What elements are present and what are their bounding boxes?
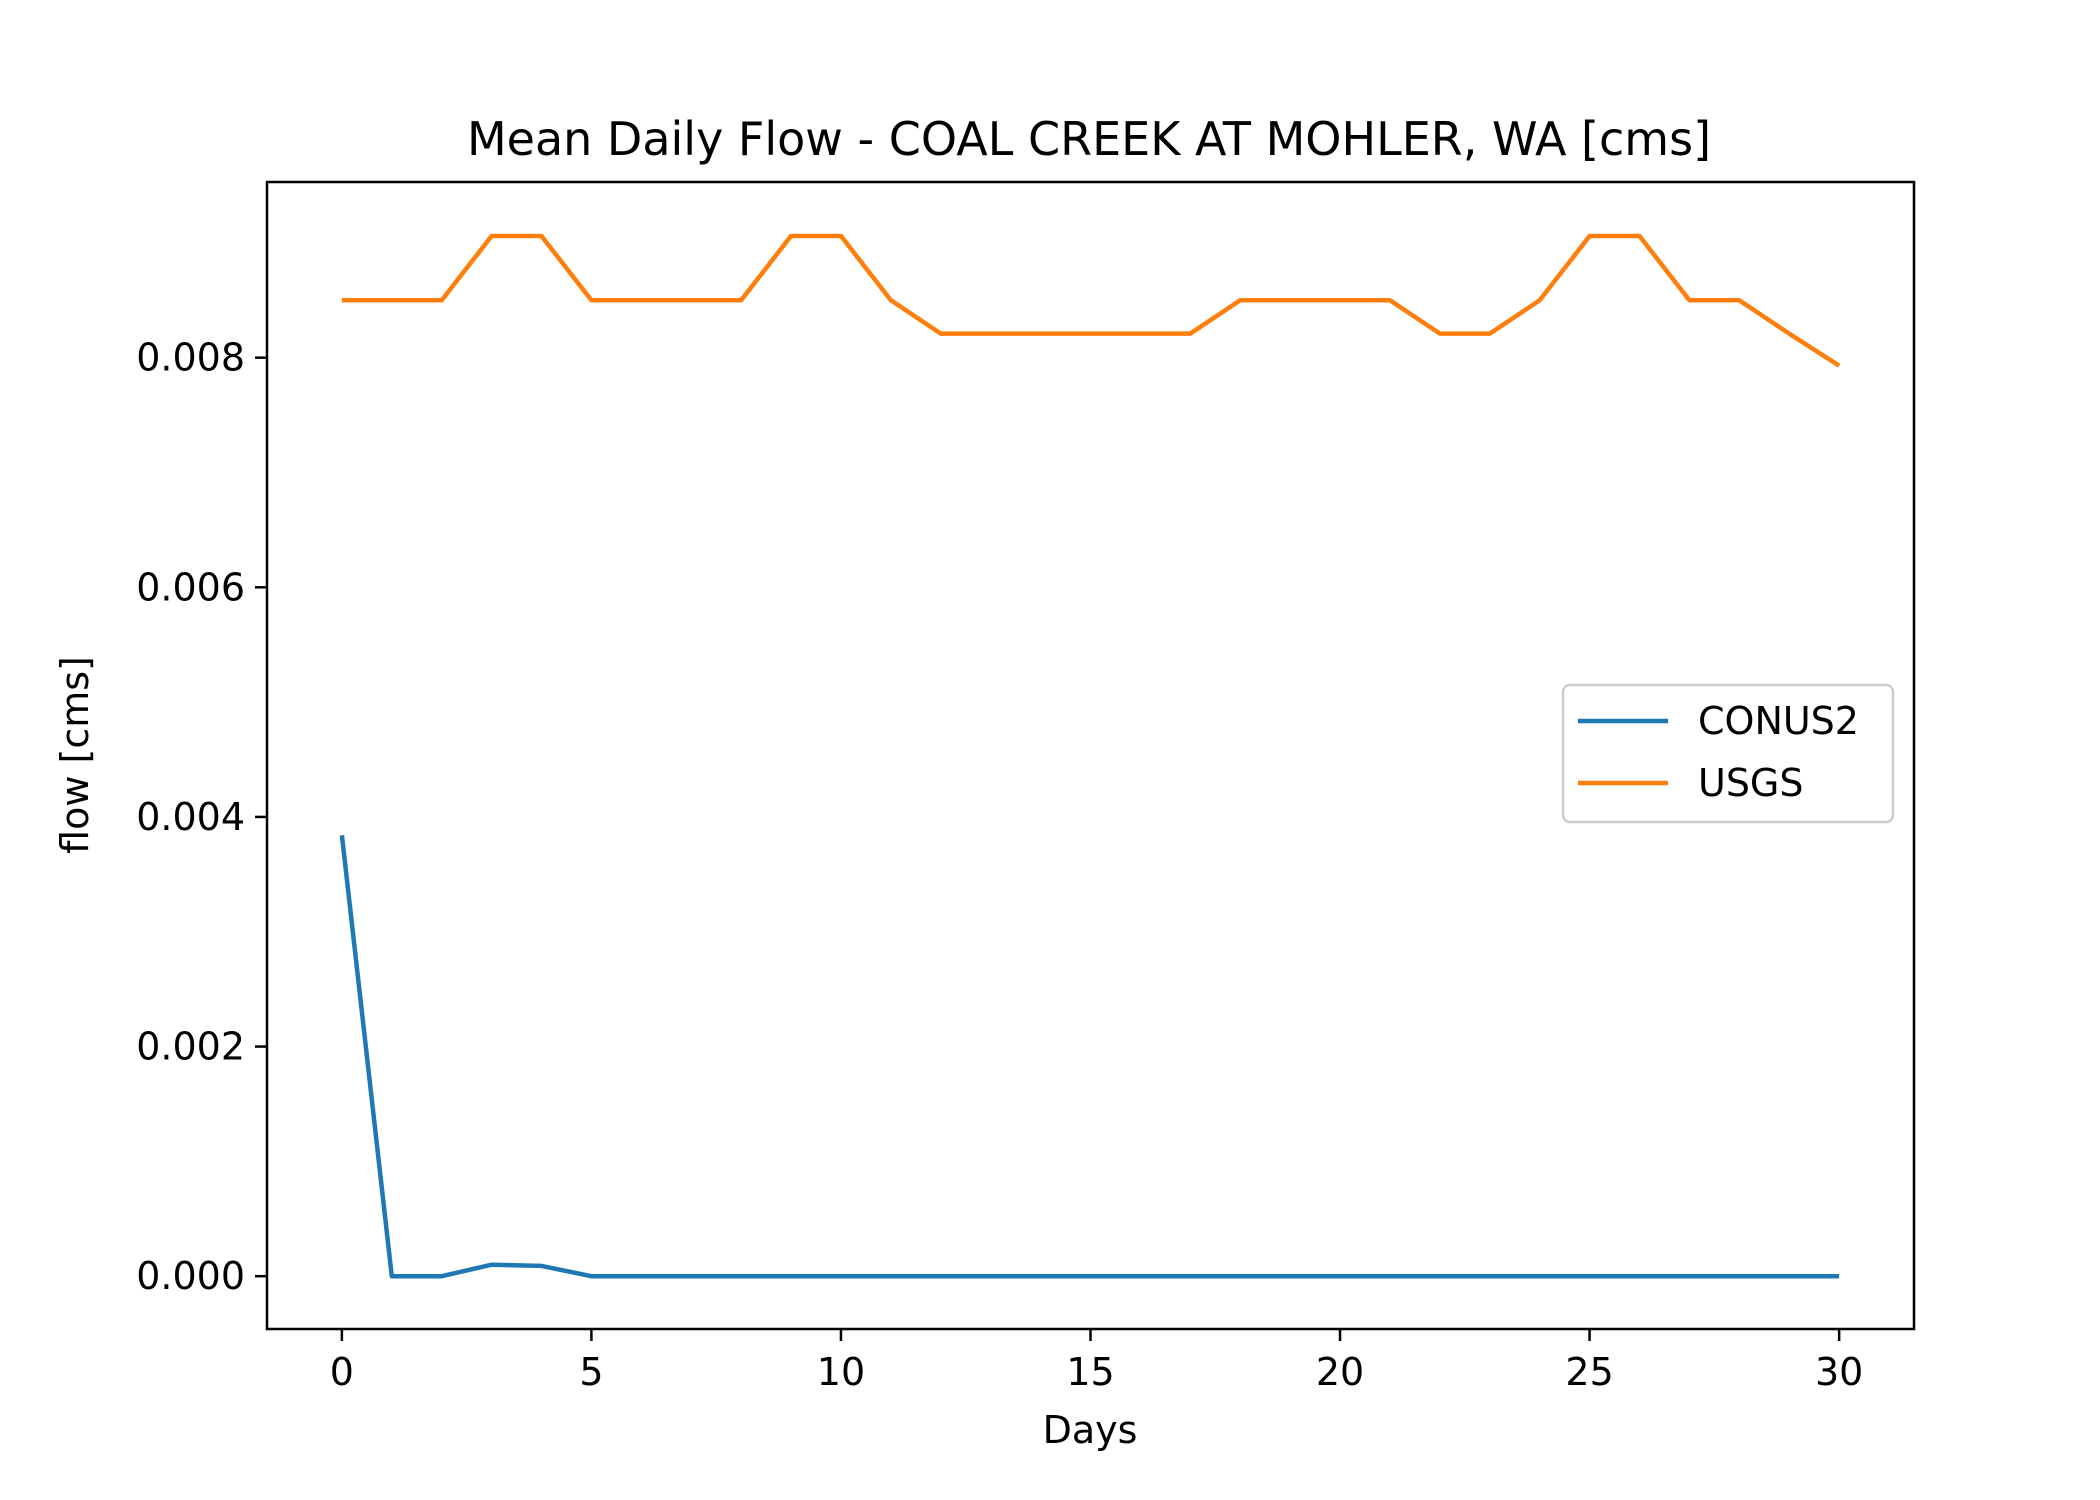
series-layer [339,233,1841,1279]
x-tick-label: 30 [1815,1350,1863,1394]
y-axis-label: flow [cms] [53,656,97,854]
chart-title: Mean Daily Flow - COAL CREEK AT MOHLER, … [467,112,1711,166]
y-tick-label: 0.002 [136,1025,245,1069]
legend-label-usgs: USGS [1698,761,1804,805]
y-tick-label: 0.000 [136,1254,245,1298]
legend: CONUS2 USGS [1561,683,1895,824]
legend-label-conus2: CONUS2 [1698,699,1859,743]
x-tick-label: 0 [330,1350,354,1394]
series-line-usgs [341,233,1841,368]
x-tick-label: 15 [1066,1350,1114,1394]
x-tick-label: 10 [817,1350,865,1394]
x-axis-label: Days [1043,1408,1138,1452]
x-tick-label: 20 [1316,1350,1364,1394]
y-axis-ticks: 0.000 0.002 0.004 0.006 0.008 [136,336,267,1298]
x-axis-ticks: 0 5 10 15 20 25 30 [330,1329,1863,1394]
series-line-conus2 [339,835,1840,1279]
y-tick-label: 0.004 [136,795,245,839]
x-tick-label: 25 [1565,1350,1613,1394]
x-tick-label: 5 [579,1350,603,1394]
y-tick-label: 0.008 [136,336,245,380]
y-tick-label: 0.006 [136,565,245,609]
